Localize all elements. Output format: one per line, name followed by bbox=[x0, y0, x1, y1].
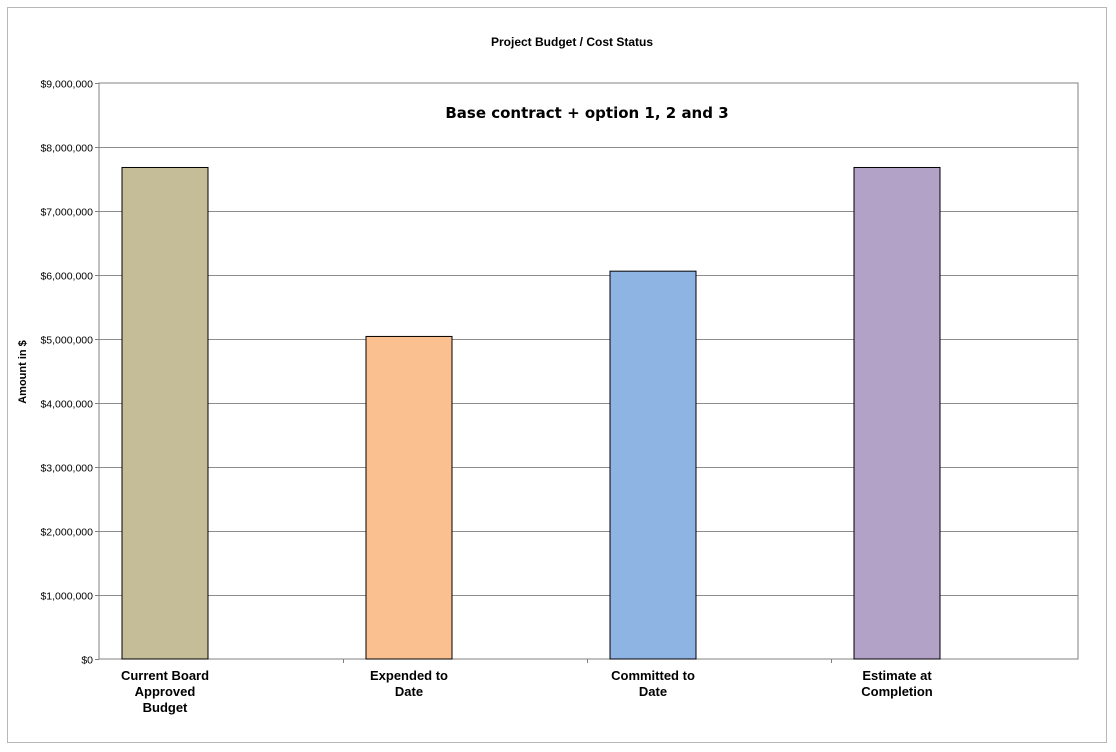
x-tick-label: Current Board Approved Budget bbox=[121, 668, 209, 715]
bar bbox=[121, 166, 209, 660]
chart-annotation: Base contract + option 1, 2 and 3 bbox=[445, 104, 728, 122]
y-tick-label: $6,000,000 bbox=[40, 271, 93, 283]
y-tick-label: $1,000,000 bbox=[40, 591, 93, 603]
y-tick-label: $5,000,000 bbox=[40, 335, 93, 347]
plot-area bbox=[98, 82, 1079, 660]
bars bbox=[121, 166, 941, 660]
x-tick-label: Committed to Date bbox=[611, 668, 695, 699]
chart-title: Project Budget / Cost Status bbox=[491, 35, 653, 49]
y-tick-label: $8,000,000 bbox=[40, 143, 93, 155]
bar bbox=[609, 270, 697, 660]
x-tick-label: Estimate at Completion bbox=[861, 668, 933, 699]
bar bbox=[853, 166, 941, 660]
y-tick-label: $2,000,000 bbox=[40, 527, 93, 539]
bar bbox=[365, 335, 453, 660]
y-tick-label: $3,000,000 bbox=[40, 463, 93, 475]
y-tick-label: $0 bbox=[81, 655, 93, 667]
y-tick-label: $7,000,000 bbox=[40, 207, 93, 219]
x-axis: Current Board Approved Budget Expended to Da… bbox=[121, 659, 933, 715]
y-tick-label: $4,000,000 bbox=[40, 399, 93, 411]
y-axis: $0 $1,000,000 $2,000,000 $3,000,000 $4,000,0… bbox=[40, 79, 99, 667]
y-axis-label: Amount in $ bbox=[17, 340, 29, 404]
x-tick-label: Expended to Date bbox=[370, 668, 448, 699]
y-tick-label: $9,000,000 bbox=[40, 79, 93, 91]
